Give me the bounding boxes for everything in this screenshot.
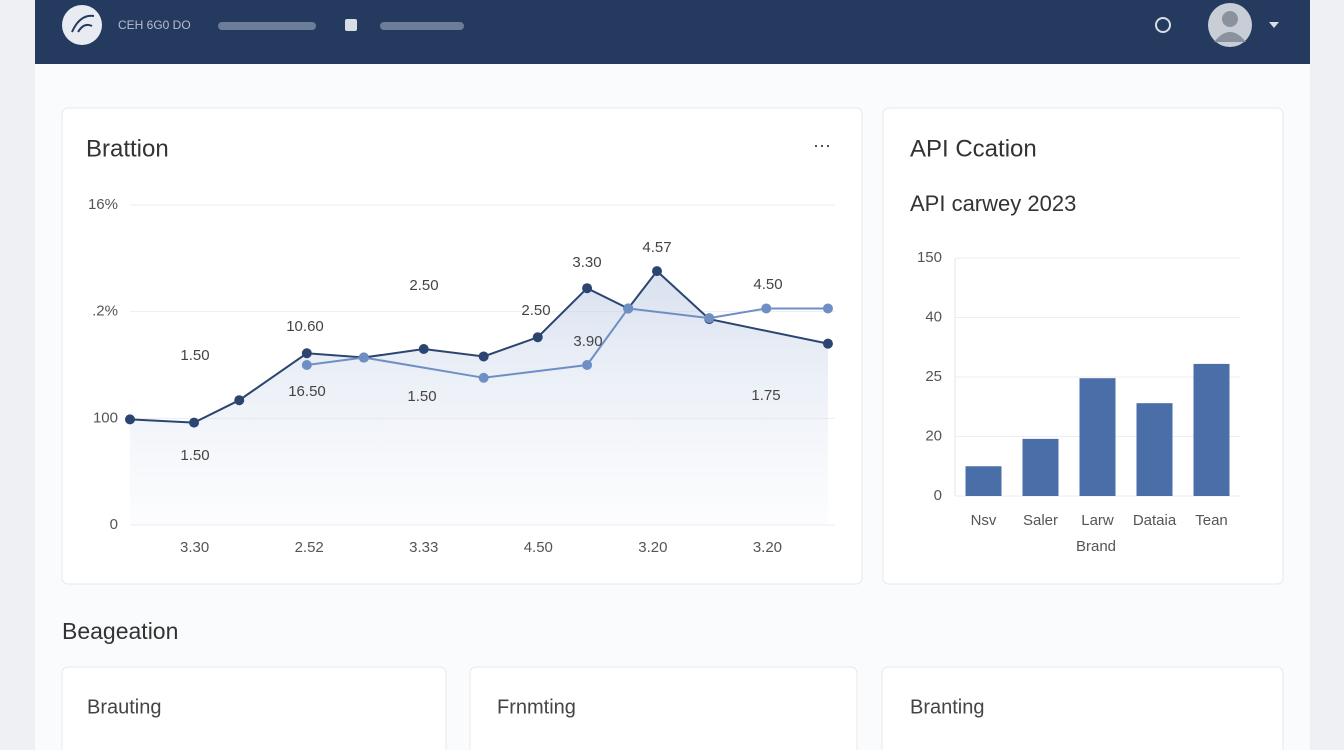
- brand-text: CEH 6G0 DO: [118, 18, 191, 32]
- x-tick-label: Tean: [1195, 512, 1228, 529]
- bar: [1022, 438, 1059, 496]
- annotation: 4.57: [642, 239, 671, 256]
- settings-icon[interactable]: [1155, 17, 1171, 33]
- annotation: 16.50: [288, 383, 326, 400]
- x-axis-label: Brand: [1076, 538, 1116, 555]
- card-subtitle: API carwey 2023: [910, 191, 1076, 216]
- x-tick-label: Nsv: [971, 512, 997, 529]
- annotation: 1.50: [180, 347, 209, 364]
- point: [532, 332, 543, 343]
- point: [125, 414, 135, 425]
- card-title: API Ccation: [910, 135, 1037, 162]
- logo-mark: [71, 14, 95, 33]
- annotation: 3.30: [572, 254, 601, 271]
- nav-item[interactable]: [380, 22, 464, 30]
- y-tick-label: 0: [934, 487, 942, 504]
- card-menu[interactable]: ···: [813, 135, 831, 155]
- point: [822, 303, 833, 314]
- annotation: 4.50: [753, 276, 782, 293]
- annotation: 1.50: [407, 388, 436, 405]
- card-heading: Frnmting: [497, 696, 576, 718]
- point: [582, 360, 593, 370]
- summary-card[interactable]: [61, 666, 447, 750]
- menu-caret[interactable]: [1269, 22, 1279, 28]
- y-tick-label: 16%: [88, 196, 118, 213]
- section-title: Beageation: [62, 618, 178, 644]
- y-tick-label: 20: [925, 427, 942, 444]
- y-tick-label: 25: [925, 368, 942, 385]
- point: [478, 351, 489, 362]
- y-tick-label: 0: [110, 516, 118, 533]
- nav-icon[interactable]: [345, 19, 357, 31]
- point: [301, 360, 312, 370]
- x-tick-label: Saler: [1023, 512, 1058, 529]
- line: [306, 307, 828, 379]
- annotation: 10.60: [286, 318, 324, 335]
- annotation: 1.75: [751, 387, 780, 404]
- x-tick-label: 3.20: [753, 539, 782, 556]
- area: [130, 271, 828, 525]
- x-tick-label: 2.52: [295, 539, 324, 556]
- x-tick-label: Larw: [1081, 512, 1114, 529]
- bar: [1079, 378, 1116, 496]
- point: [822, 338, 833, 349]
- point: [301, 348, 312, 359]
- bar: [965, 466, 1002, 496]
- y-tick-label: 150: [917, 249, 942, 266]
- annotation: 3.90: [573, 333, 602, 350]
- point: [418, 344, 429, 354]
- x-tick-label: 3.33: [409, 539, 438, 556]
- avatar-body: [1214, 32, 1246, 42]
- summary-card[interactable]: [881, 666, 1284, 750]
- point: [234, 395, 245, 406]
- y-tick-label: 100: [93, 409, 118, 426]
- x-tick-label: Dataia: [1133, 512, 1177, 529]
- card-heading: Brauting: [87, 696, 162, 718]
- point: [761, 303, 772, 314]
- x-tick-label: 3.20: [638, 539, 667, 556]
- x-tick-label: 3.30: [180, 539, 209, 556]
- point: [478, 372, 489, 383]
- annotation: 2.50: [521, 302, 550, 319]
- annotation: 2.50: [409, 277, 438, 294]
- nav-item[interactable]: [218, 22, 316, 30]
- point: [358, 352, 369, 363]
- bar-card: [882, 107, 1284, 585]
- top-bar: [35, 0, 1310, 64]
- logo[interactable]: [62, 5, 102, 45]
- point: [623, 303, 634, 314]
- point: [189, 417, 200, 428]
- annotation: 1.50: [180, 447, 209, 464]
- y-tick-label: .2%: [92, 303, 118, 320]
- bar: [1136, 403, 1173, 496]
- point: [704, 313, 715, 324]
- point: [582, 283, 593, 294]
- card-title: Brattion: [86, 135, 169, 162]
- avatar-head: [1222, 11, 1238, 27]
- x-tick-label: 4.50: [524, 539, 553, 556]
- bar: [1193, 363, 1230, 496]
- summary-card[interactable]: [469, 666, 858, 750]
- card-heading: Branting: [910, 696, 985, 718]
- y-tick-label: 40: [925, 308, 942, 325]
- point: [651, 266, 662, 277]
